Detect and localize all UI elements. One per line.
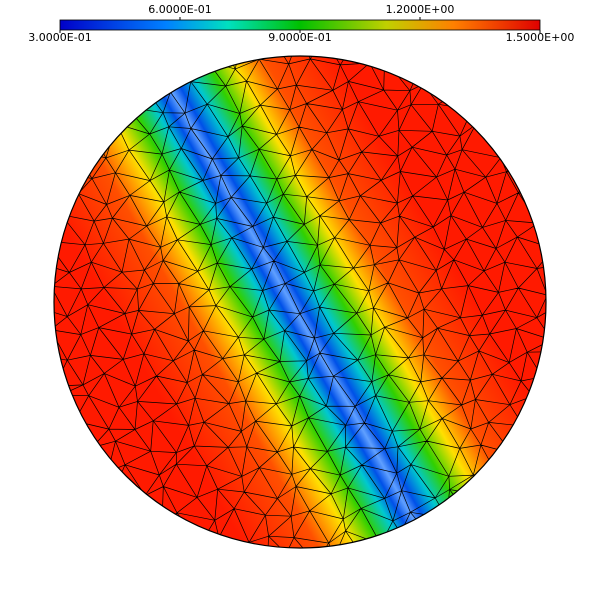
tick-label: 3.0000E-01 bbox=[28, 31, 91, 44]
tick-label: 9.0000E-01 bbox=[268, 31, 331, 44]
colorbar bbox=[59, 19, 541, 31]
tick-label: 6.0000E-01 bbox=[148, 3, 211, 16]
tick-label: 1.5000E+00 bbox=[506, 31, 575, 44]
sphere-outline bbox=[53, 55, 547, 549]
tick-label: 1.2000E+00 bbox=[386, 3, 455, 16]
sphere bbox=[54, 56, 546, 548]
